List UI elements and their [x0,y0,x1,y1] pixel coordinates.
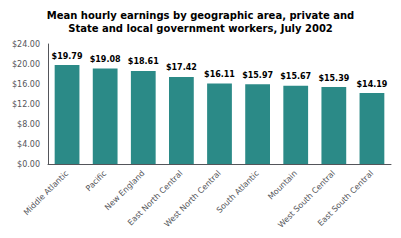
svg-text:$14.19: $14.19 [357,80,388,89]
svg-text:$18.61: $18.61 [128,57,159,66]
svg-text:Mountain: Mountain [266,169,299,202]
svg-text:Pacific: Pacific [84,169,108,193]
svg-text:$0.00: $0.00 [17,160,40,169]
svg-text:$24.00: $24.00 [12,40,40,49]
svg-text:East South Central: East South Central [316,169,375,228]
svg-text:$15.97: $15.97 [242,71,273,80]
svg-text:State and local government wor: State and local government workers, July… [68,23,333,34]
svg-text:West South Central: West South Central [276,168,337,230]
svg-text:$19.79: $19.79 [52,52,83,61]
svg-text:West North Central: West North Central [163,169,223,229]
svg-text:Middle Atlantic: Middle Atlantic [22,169,70,217]
svg-text:New England: New England [103,168,147,213]
svg-text:$4.00: $4.00 [17,140,40,149]
svg-text:East North Central: East North Central [126,168,185,228]
svg-text:$20.00: $20.00 [12,60,40,69]
svg-text:Mean hourly earnings by geogra: Mean hourly earnings by geographic area,… [47,10,355,21]
svg-text:$16.00: $16.00 [12,80,40,89]
svg-text:$12.00: $12.00 [12,100,40,109]
svg-text:$8.00: $8.00 [17,120,40,129]
svg-text:$15.39: $15.39 [318,74,349,83]
svg-text:$15.67: $15.67 [280,72,311,81]
svg-text:$16.11: $16.11 [204,70,235,79]
svg-text:$17.42: $17.42 [166,63,197,72]
svg-text:South Atlantic: South Atlantic [215,169,261,215]
svg-text:$19.08: $19.08 [90,55,121,64]
